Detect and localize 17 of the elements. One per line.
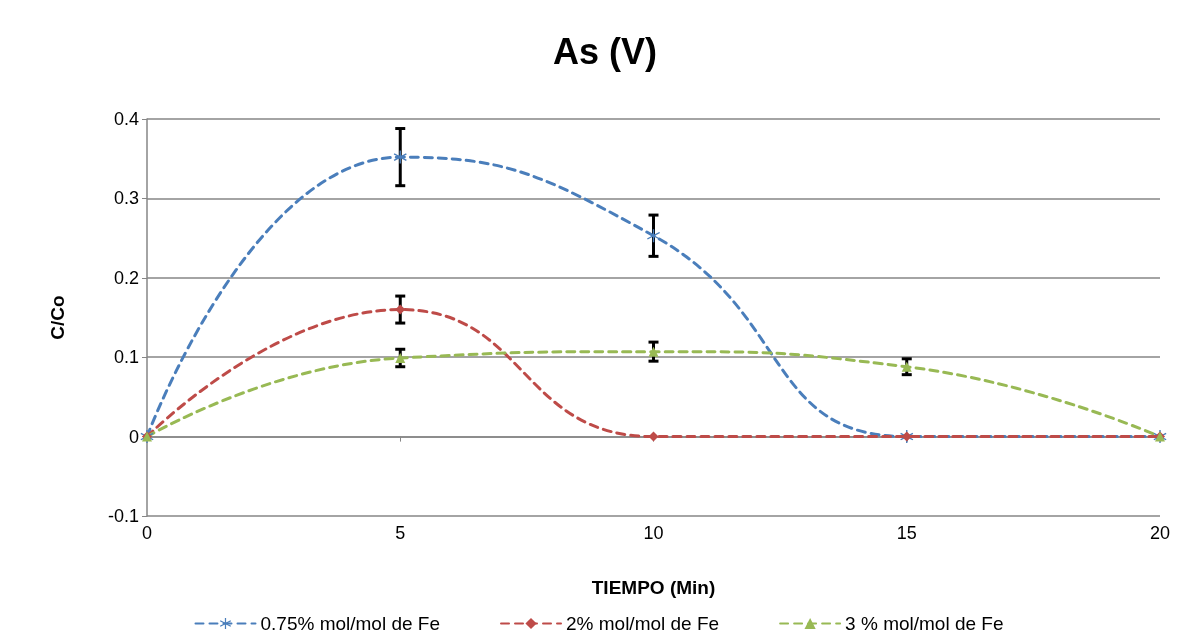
x-tick-label: 15 [896, 523, 917, 543]
y-tick-label: 0.3 [113, 188, 139, 209]
x-axis-title: TIEMPO (Min) [591, 577, 716, 598]
y-axis-title: C/Co [47, 295, 68, 340]
legend-label: 0.75% mol/mol de Fe [260, 613, 441, 634]
y-tick-label: 0 [128, 426, 139, 447]
y-tick-label: 0.4 [113, 109, 139, 129]
x-tick-label: 5 [395, 523, 406, 543]
x-tick-label: 0 [141, 523, 153, 543]
y-tick-label: -0.1 [107, 506, 139, 526]
chart-title: As (V) [552, 30, 658, 72]
legend-label: 2% mol/mol de Fe [566, 613, 720, 634]
y-tick-label: 0.1 [113, 347, 139, 368]
legend-label: 3 % mol/mol de Fe [845, 613, 1004, 634]
x-tick-label: 20 [1149, 523, 1171, 543]
x-tick-label: 10 [643, 523, 664, 543]
y-tick-label: 0.2 [113, 267, 139, 288]
